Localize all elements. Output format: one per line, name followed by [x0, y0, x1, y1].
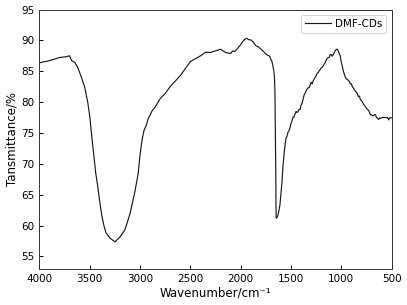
DMF-CDs [271, 64, 276, 68]
DMF-CDs [282, 154, 287, 157]
DMF-CDs [384, 116, 389, 120]
DMF-CDs [376, 118, 381, 121]
X-axis label: Wavenumber/cm⁻¹: Wavenumber/cm⁻¹ [160, 286, 271, 300]
DMF-CDs [112, 240, 117, 244]
DMF-CDs [364, 106, 369, 110]
Line: DMF-CDs: DMF-CDs [39, 38, 392, 242]
DMF-CDs [293, 109, 298, 113]
Legend: DMF-CDs: DMF-CDs [300, 15, 386, 33]
DMF-CDs [37, 61, 42, 65]
DMF-CDs [244, 37, 249, 40]
DMF-CDs [389, 116, 394, 120]
Y-axis label: Tansmittance/%: Tansmittance/% [6, 92, 19, 186]
